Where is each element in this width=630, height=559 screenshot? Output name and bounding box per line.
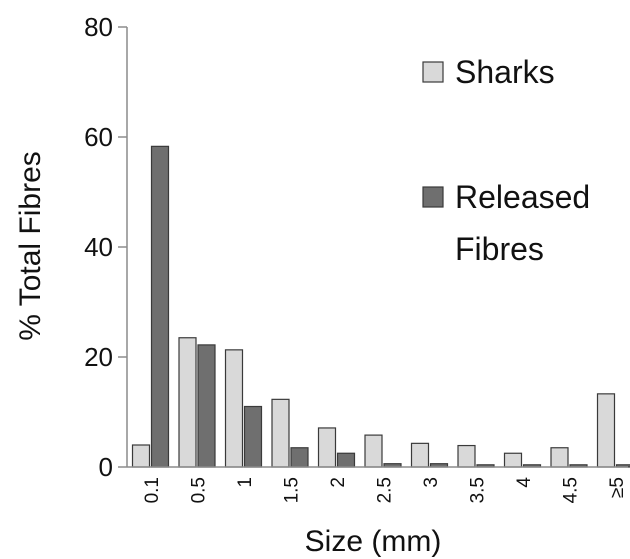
bar-sharks bbox=[131, 444, 151, 468]
bar-sharks bbox=[596, 393, 616, 468]
x-tick-label: ≥5 bbox=[607, 477, 628, 498]
bar-released-fibres bbox=[243, 405, 263, 468]
bar-sharks bbox=[224, 349, 244, 468]
bar-sharks bbox=[410, 442, 430, 468]
y-axis-title: % Total Fibres bbox=[14, 151, 47, 341]
x-axis: 0.1 0.5 1 1.5 2 2.5 3 3.5 4 4.5 ≥5 bbox=[127, 466, 628, 503]
x-tick-label: 4.5 bbox=[561, 477, 582, 503]
bar-sharks bbox=[503, 452, 523, 468]
y-tick-label: 80 bbox=[84, 12, 113, 42]
bar-sharks bbox=[271, 398, 290, 468]
x-tick-label: 4 bbox=[514, 477, 535, 488]
legend-swatch-sharks bbox=[422, 61, 444, 83]
x-tick-label: 3 bbox=[421, 477, 442, 488]
bars bbox=[131, 145, 630, 468]
y-axis: 0 20 40 60 80 bbox=[84, 12, 128, 482]
bar-sharks bbox=[550, 447, 569, 468]
legend-label: Fibres bbox=[455, 231, 544, 267]
bar-released-fibres bbox=[336, 452, 356, 468]
x-tick-label: 1 bbox=[235, 477, 256, 488]
y-tick-label: 60 bbox=[84, 122, 113, 152]
legend-label: Sharks bbox=[455, 54, 555, 90]
legend: Sharks Released Fibres bbox=[422, 54, 590, 267]
bar-released-fibres bbox=[150, 145, 170, 468]
bar-released-fibres bbox=[197, 344, 216, 468]
legend-swatch-released-fibres bbox=[422, 186, 444, 208]
y-tick-label: 20 bbox=[84, 342, 113, 372]
x-axis-title: Size (mm) bbox=[305, 525, 442, 558]
bar-sharks bbox=[364, 434, 383, 468]
bar-sharks bbox=[178, 337, 197, 468]
x-tick-label: 2 bbox=[328, 477, 349, 488]
bar-sharks bbox=[317, 427, 337, 468]
bar-sharks bbox=[457, 444, 476, 468]
y-tick-label: 40 bbox=[84, 232, 113, 262]
x-tick-label: 2.5 bbox=[375, 477, 396, 503]
bar-released-fibres bbox=[290, 447, 309, 468]
x-tick-label: 0.5 bbox=[189, 477, 210, 503]
legend-label: Released bbox=[455, 179, 590, 215]
x-tick-label: 0.1 bbox=[142, 477, 163, 503]
x-tick-label: 3.5 bbox=[468, 477, 489, 503]
y-tick-label: 0 bbox=[99, 452, 113, 482]
x-tick-label: 1.5 bbox=[282, 477, 303, 503]
